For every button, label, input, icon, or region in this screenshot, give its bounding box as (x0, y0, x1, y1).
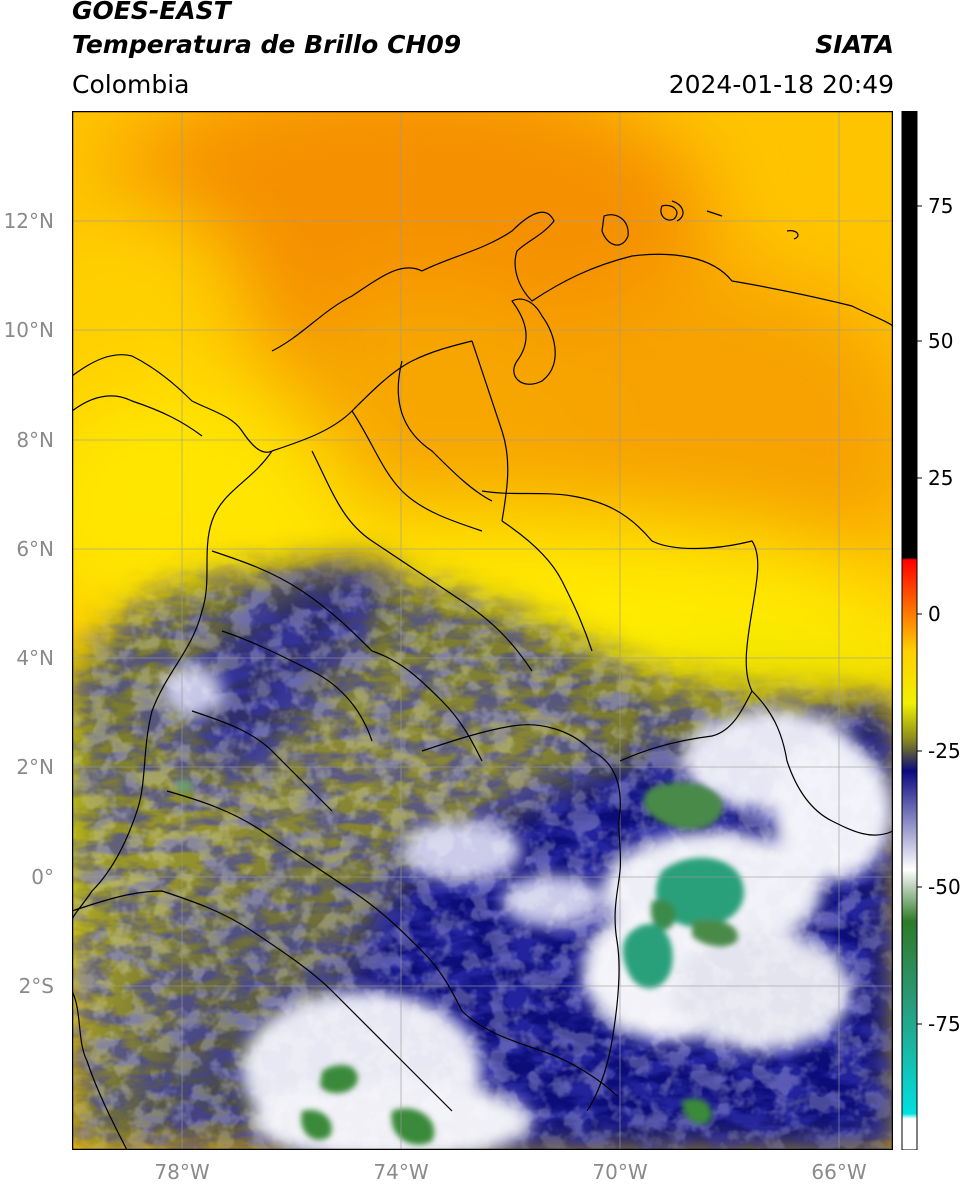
lon-label-78w: 78°W (154, 1160, 210, 1184)
lat-label-2s: 2°S (18, 974, 54, 998)
lat-label-10n: 10°N (3, 318, 54, 342)
lat-label-6n: 6°N (16, 537, 54, 561)
lat-label-4n: 4°N (16, 646, 54, 670)
product-title: Temperatura de Brillo CH09 (72, 30, 462, 59)
satellite-title: GOES-EAST (72, 0, 231, 25)
region-label: Colombia (72, 70, 190, 99)
lat-label-2n: 2°N (16, 755, 54, 779)
colorbar-tick-75: 75 (928, 194, 954, 218)
colorbar-tick-neg50: -50 (928, 875, 961, 899)
lat-label-12n: 12°N (3, 209, 54, 233)
gridlines (72, 111, 893, 1150)
lat-label-8n: 8°N (16, 428, 54, 452)
organization-label: SIATA (815, 30, 894, 59)
colorbar-tick-25: 25 (928, 466, 954, 490)
satellite-map (72, 111, 893, 1150)
colorbar-tick-0: 0 (928, 602, 941, 626)
colorbar-tick-neg25: -25 (928, 739, 961, 763)
lon-label-66w: 66°W (811, 1160, 867, 1184)
colorbar-tick-50: 50 (928, 329, 954, 353)
colorbar-tick-neg75: -75 (928, 1012, 961, 1036)
lat-label-0: 0° (31, 865, 54, 889)
timestamp-label: 2024-01-18 20:49 (668, 70, 894, 99)
colorbar (901, 111, 922, 1150)
borders (72, 200, 893, 1150)
lon-label-70w: 70°W (592, 1160, 648, 1184)
lon-label-74w: 74°W (373, 1160, 429, 1184)
